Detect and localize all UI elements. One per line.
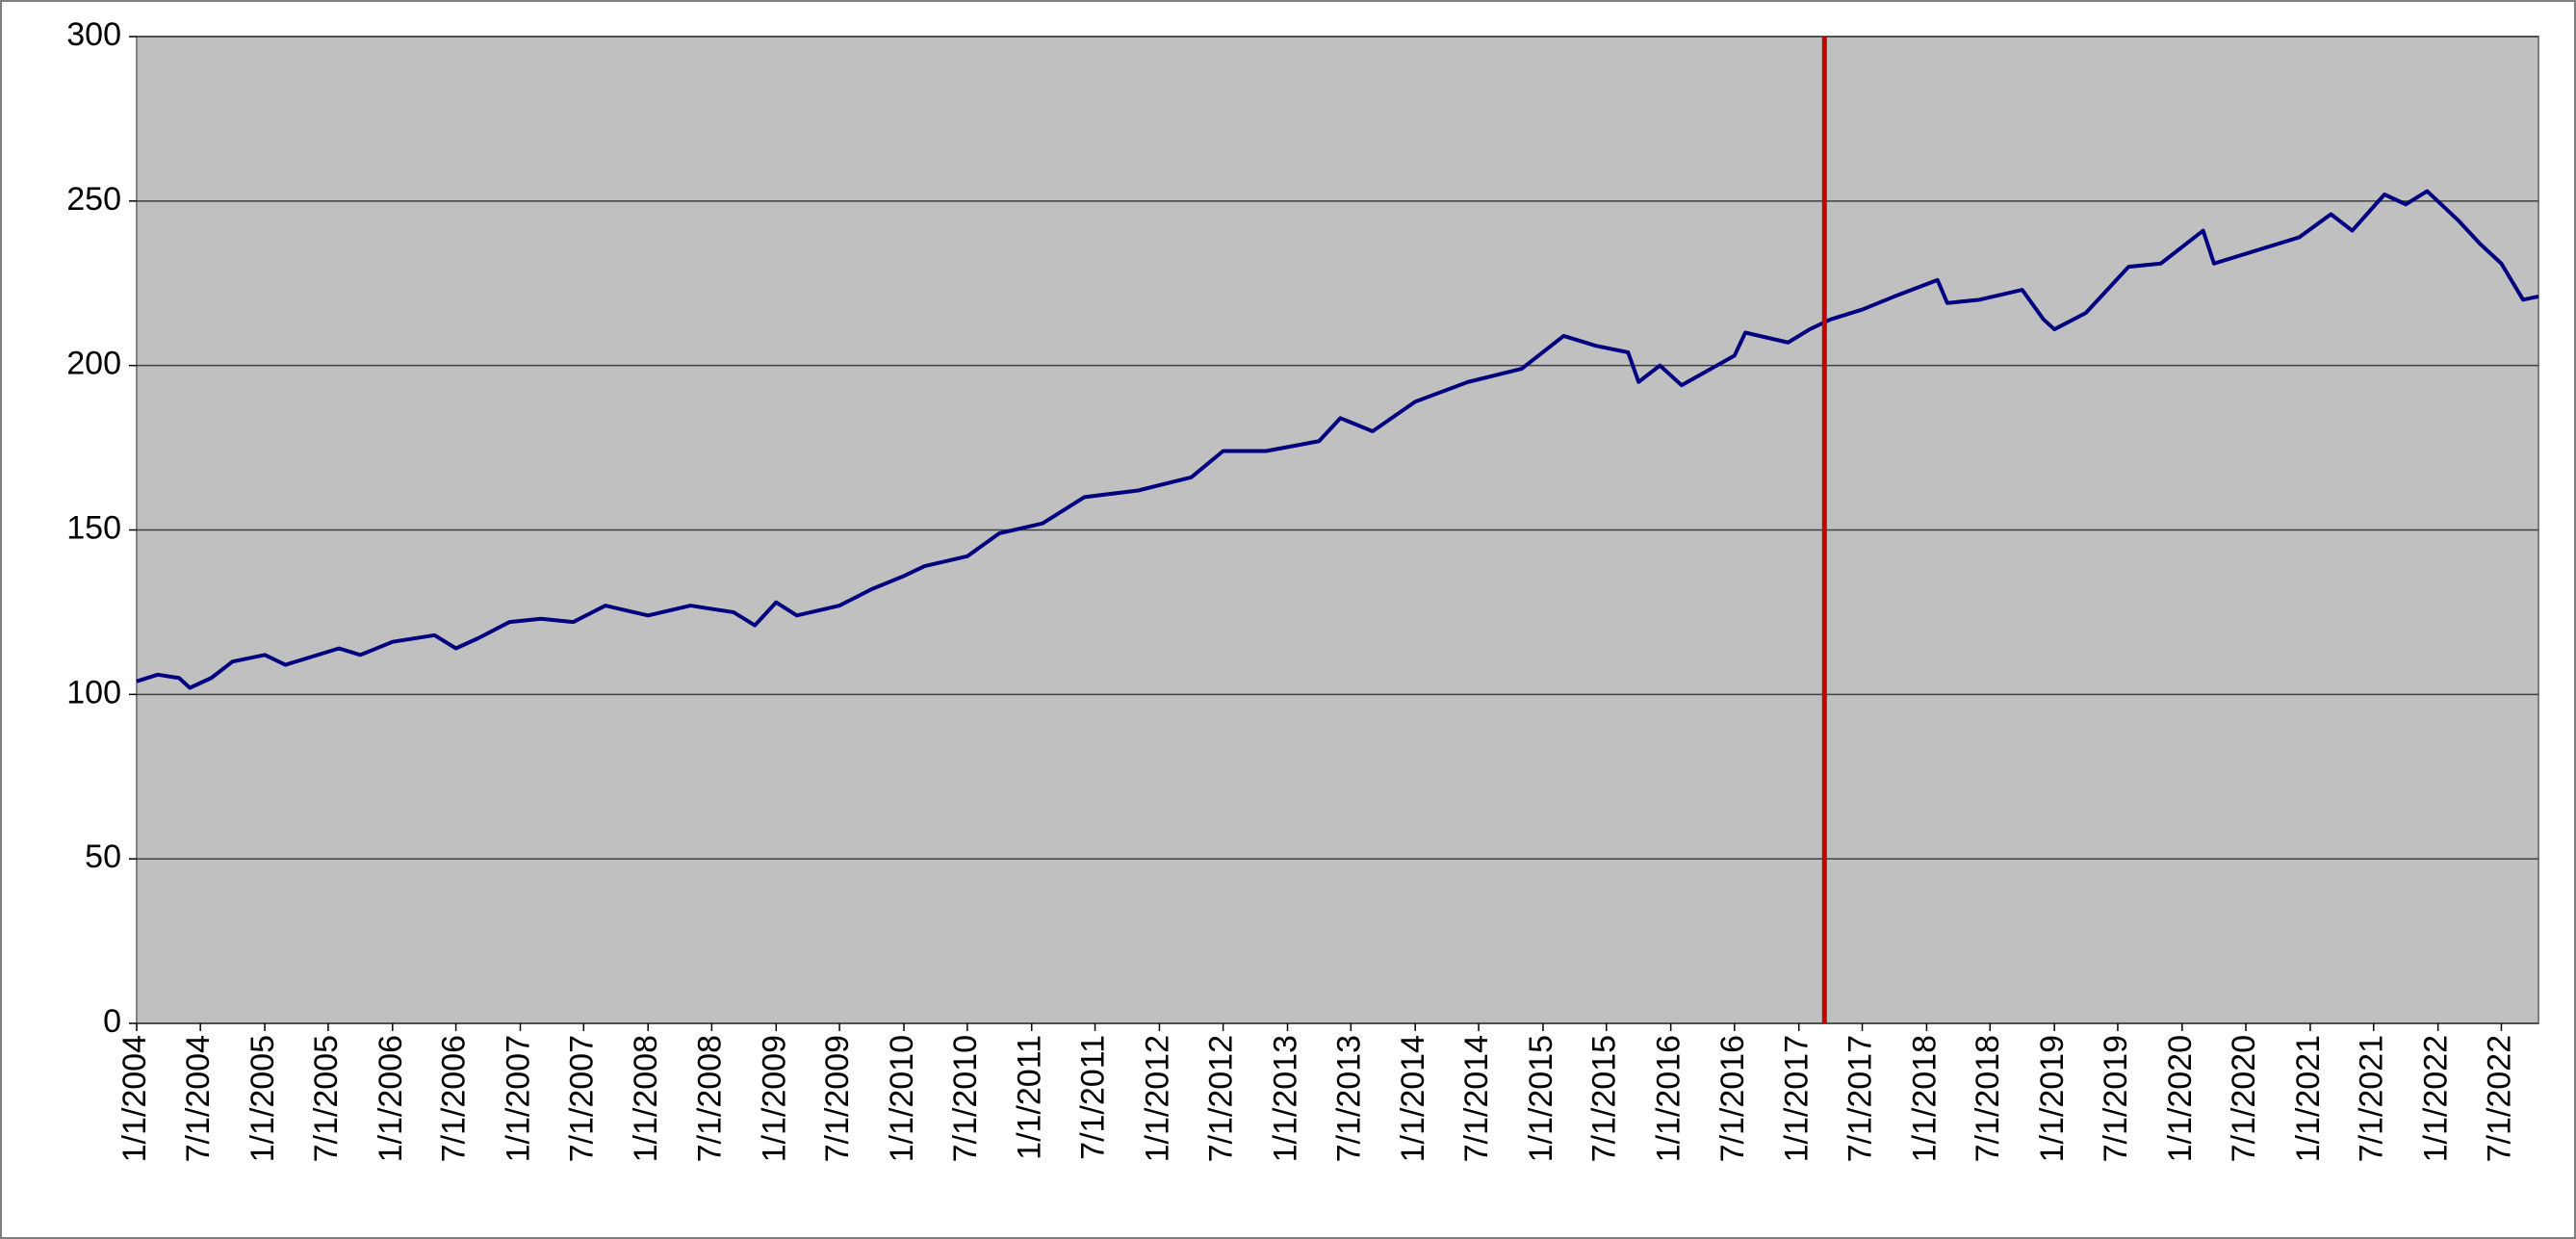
x-tick-label: 1/1/2014 bbox=[1395, 1035, 1431, 1162]
x-tick-label: 1/1/2020 bbox=[2162, 1035, 2199, 1162]
y-tick-label: 0 bbox=[103, 1003, 121, 1040]
x-tick-label: 7/1/2014 bbox=[1458, 1035, 1495, 1162]
y-tick-label: 300 bbox=[66, 16, 121, 53]
x-tick-label: 1/1/2008 bbox=[628, 1035, 664, 1162]
x-tick-label: 7/1/2019 bbox=[2098, 1035, 2134, 1162]
x-tick-label: 7/1/2017 bbox=[1842, 1035, 1879, 1162]
x-tick-label: 7/1/2008 bbox=[691, 1035, 728, 1162]
x-tick-label: 1/1/2009 bbox=[756, 1035, 792, 1162]
x-tick-label: 1/1/2004 bbox=[116, 1035, 153, 1162]
x-tick-label: 1/1/2016 bbox=[1651, 1035, 1687, 1162]
x-tick-label: 7/1/2016 bbox=[1714, 1035, 1751, 1162]
x-tick-label: 1/1/2007 bbox=[500, 1035, 536, 1162]
x-tick-label: 7/1/2007 bbox=[563, 1035, 600, 1162]
x-tick-label: 7/1/2009 bbox=[819, 1035, 856, 1162]
x-tick-label: 7/1/2020 bbox=[2226, 1035, 2262, 1162]
x-tick-label: 1/1/2015 bbox=[1523, 1035, 1559, 1162]
x-tick-label: 1/1/2018 bbox=[1906, 1035, 1943, 1162]
x-tick-label: 7/1/2018 bbox=[1970, 1035, 2006, 1162]
y-tick-label: 100 bbox=[66, 674, 121, 710]
x-tick-label: 7/1/2013 bbox=[1330, 1035, 1367, 1162]
x-tick-label: 1/1/2022 bbox=[2418, 1035, 2455, 1162]
x-tick-label: 7/1/2022 bbox=[2481, 1035, 2517, 1162]
x-tick-label: 1/1/2010 bbox=[884, 1035, 920, 1162]
x-tick-label: 1/1/2021 bbox=[2290, 1035, 2327, 1162]
x-tick-label: 1/1/2019 bbox=[2034, 1035, 2071, 1162]
x-tick-label: 1/1/2011 bbox=[1012, 1035, 1048, 1160]
x-tick-label: 1/1/2013 bbox=[1267, 1035, 1303, 1162]
data-line bbox=[136, 189, 2539, 690]
y-tick-label: 50 bbox=[85, 839, 121, 875]
y-tick-label: 250 bbox=[66, 181, 121, 218]
x-tick-label: 7/1/2010 bbox=[947, 1035, 984, 1162]
x-tick-label: 7/1/2012 bbox=[1203, 1035, 1240, 1162]
x-tick-label: 7/1/2021 bbox=[2354, 1035, 2390, 1162]
x-tick-label: 1/1/2006 bbox=[373, 1035, 409, 1162]
x-tick-label: 7/1/2015 bbox=[1586, 1035, 1623, 1162]
y-tick-label: 150 bbox=[66, 509, 121, 546]
y-tick-label: 200 bbox=[66, 346, 121, 382]
x-tick-label: 1/1/2012 bbox=[1139, 1035, 1175, 1162]
x-tick-label: 7/1/2004 bbox=[180, 1035, 217, 1162]
x-tick-label: 1/1/2017 bbox=[1779, 1035, 1816, 1162]
x-tick-label: 7/1/2005 bbox=[308, 1035, 345, 1162]
x-tick-label: 1/1/2005 bbox=[245, 1035, 281, 1162]
x-tick-label: 7/1/2011 bbox=[1075, 1035, 1112, 1160]
x-tick-label: 7/1/2006 bbox=[436, 1035, 473, 1162]
